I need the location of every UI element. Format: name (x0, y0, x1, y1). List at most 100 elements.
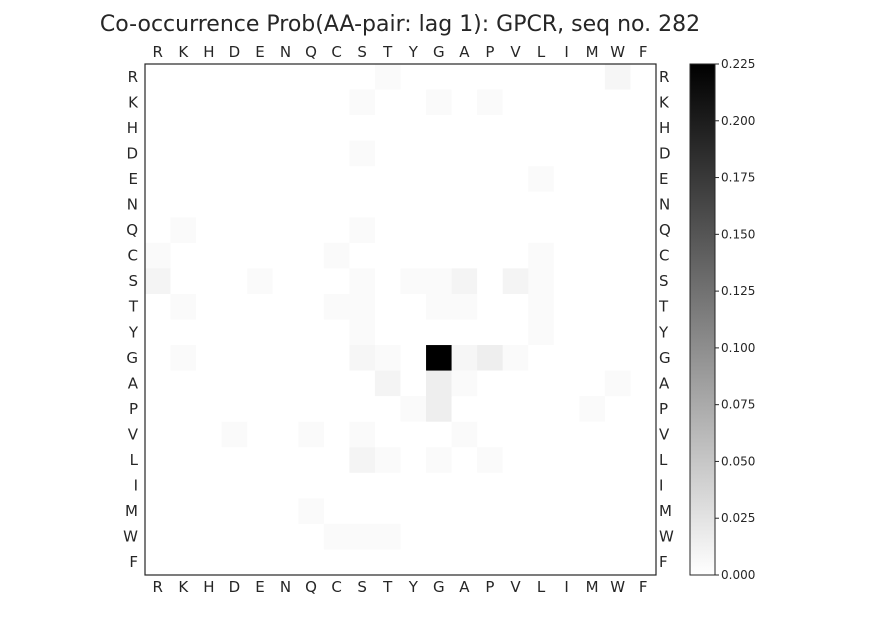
x-tick-label-top: Q (305, 43, 317, 61)
heatmap-cell-K-I (553, 89, 580, 116)
heatmap-cell-G-Y (400, 345, 427, 371)
heatmap-cell-D-H (196, 140, 222, 167)
heatmap-cell-M-E (247, 498, 274, 525)
heatmap-cell-F-R (145, 549, 171, 576)
heatmap-cell-D-Y (400, 140, 427, 167)
heatmap-cell-N-H (196, 191, 222, 218)
heatmap-cell-Q-S (349, 217, 376, 244)
heatmap-cell-T-L (528, 293, 555, 320)
y-tick-label-left: Y (128, 323, 139, 341)
heatmap-cell-Q-D (221, 217, 248, 244)
heatmap-cell-N-V (502, 191, 529, 218)
y-tick-label-right: K (659, 93, 670, 111)
heatmap-cell-D-Q (298, 140, 325, 167)
heatmap-cell-T-S (349, 293, 376, 320)
heatmap-cell-M-L (528, 498, 555, 525)
heatmap-cell-V-T (374, 421, 401, 448)
colorbar-tick-label: 0.150 (721, 227, 755, 241)
x-tick-label-top: F (639, 43, 648, 61)
heatmap-cell-Q-K (170, 217, 197, 244)
x-tick-label-top: D (229, 43, 241, 61)
heatmap-cell-C-F (630, 242, 657, 269)
heatmap-cell-M-P (477, 498, 503, 525)
x-tick-label-bottom: T (382, 578, 393, 596)
colorbar-tick-label: 0.175 (721, 171, 755, 185)
heatmap-cell-W-P (477, 523, 503, 550)
heatmap-cell-A-G (426, 370, 452, 397)
heatmap-cell-I-E (247, 472, 274, 499)
x-tick-label-bottom: D (229, 578, 241, 596)
heatmap-cell-D-L (528, 140, 555, 167)
y-tick-label-left: S (128, 272, 138, 290)
heatmap-cell-E-A (451, 166, 478, 193)
heatmap-cell-V-D (221, 421, 248, 448)
y-tick-label-right: P (659, 400, 668, 418)
heatmap-cell-P-P (477, 396, 503, 422)
heatmap-cell-S-N (272, 268, 299, 295)
heatmap-cell-K-M (579, 89, 606, 116)
heatmap-cell-F-P (477, 549, 503, 576)
heatmap-cell-D-A (451, 140, 478, 167)
heatmap-cell-A-C (323, 370, 350, 397)
heatmap-cell-F-V (502, 549, 529, 576)
heatmap-cell-L-W (604, 447, 631, 474)
heatmap-cell-D-W (604, 140, 631, 167)
heatmap-cell-S-E (247, 268, 274, 295)
heatmap-cell-H-R (145, 115, 171, 141)
heatmap-cell-T-N (272, 293, 299, 320)
heatmap-cell-K-A (451, 89, 478, 116)
heatmap-cell-F-S (349, 549, 376, 576)
heatmap-cell-E-N (272, 166, 299, 193)
heatmap-cell-Y-Q (298, 319, 325, 346)
heatmap-cell-L-Q (298, 447, 325, 474)
heatmap-cell-N-S (349, 191, 376, 218)
y-tick-label-right: R (659, 68, 669, 86)
heatmap-cell-L-F (630, 447, 657, 474)
heatmap-cell-F-Y (400, 549, 427, 576)
heatmap-cell-H-T (374, 115, 401, 141)
heatmap-cell-P-K (170, 396, 197, 422)
heatmap-cell-D-C (323, 140, 350, 167)
heatmap-cell-W-M (579, 523, 606, 550)
heatmap-cell-V-W (604, 421, 631, 448)
heatmap-cell-I-F (630, 472, 657, 499)
heatmap-cell-R-S (349, 64, 376, 90)
heatmap-cell-Q-H (196, 217, 222, 244)
heatmap-cell-W-W (604, 523, 631, 550)
heatmap-cell-R-I (553, 64, 580, 90)
y-tick-label-right: Y (658, 323, 669, 341)
heatmap-cell-M-I (553, 498, 580, 525)
heatmap-cell-G-T (374, 345, 401, 371)
y-tick-label-right: Q (659, 221, 671, 239)
heatmap-cell-D-D (221, 140, 248, 167)
heatmap-cell-M-K (170, 498, 197, 525)
heatmap-cell-D-V (502, 140, 529, 167)
heatmap-cell-M-C (323, 498, 350, 525)
x-tick-label-bottom: F (639, 578, 648, 596)
heatmap-cell-W-Y (400, 523, 427, 550)
heatmap-cell-A-E (247, 370, 274, 397)
heatmap-cell-N-F (630, 191, 657, 218)
y-tick-label-right: V (659, 425, 670, 443)
heatmap-cell-G-R (145, 345, 171, 371)
colorbar-tick-label: 0.125 (721, 284, 755, 298)
colorbar-tick-label: 0.200 (721, 114, 755, 128)
heatmap-cell-L-N (272, 447, 299, 474)
heatmap-cell-N-Q (298, 191, 325, 218)
colorbar (689, 63, 716, 576)
heatmap-cell-A-D (221, 370, 248, 397)
heatmap-cell-S-I (553, 268, 580, 295)
heatmap-cell-H-K (170, 115, 197, 141)
x-tick-label-bottom: M (586, 578, 599, 596)
heatmap-cell-N-M (579, 191, 606, 218)
heatmap-cell-A-S (349, 370, 376, 397)
heatmap-cell-W-S (349, 523, 376, 550)
y-tick-label-left: F (129, 553, 138, 571)
heatmap-cell-R-H (196, 64, 222, 90)
heatmap-cell-P-A (451, 396, 478, 422)
heatmap-cell-D-G (426, 140, 452, 167)
heatmap-cell-K-P (477, 89, 503, 116)
heatmap-cell-K-Q (298, 89, 325, 116)
heatmap-cell-Q-M (579, 217, 606, 244)
